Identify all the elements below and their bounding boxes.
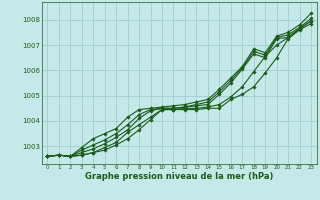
X-axis label: Graphe pression niveau de la mer (hPa): Graphe pression niveau de la mer (hPa) [85, 172, 273, 181]
